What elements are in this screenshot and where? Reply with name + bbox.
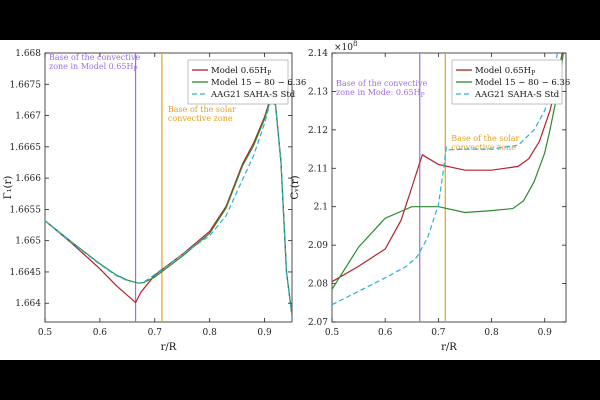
- x-tick-label: 0.8: [484, 328, 499, 338]
- y-tick-label: 1.664: [15, 299, 41, 309]
- y-axis-label: Γ₁(r): [3, 176, 14, 200]
- series-line-2: [45, 100, 292, 316]
- annotation-subscript: P: [133, 66, 137, 73]
- x-tick-label: 0.9: [538, 328, 553, 338]
- series-line-2: [332, 53, 564, 290]
- convective-base-annotation: Base of the convective: [49, 53, 140, 62]
- legend-label: Model 0.65HP: [211, 66, 271, 77]
- legend-label: AAG21 SAHA-S Std: [474, 90, 560, 100]
- x-tick-label: 0.9: [257, 328, 272, 338]
- series-line-1: [45, 98, 292, 316]
- y-tick-label: 2.11: [308, 164, 328, 174]
- y-tick-label: 1.6645: [10, 268, 42, 278]
- y-tick-label: 2.12: [308, 126, 328, 136]
- y-tick-label: 1.667: [15, 112, 41, 122]
- legend-label-subscript: P: [267, 70, 271, 77]
- solar-base-annotation: Base of the solar: [451, 134, 519, 143]
- convective-base-annotation: zone in Mode: 0.65HP: [336, 88, 425, 99]
- legend-label: AAG21 SAHA-S Std: [210, 90, 296, 100]
- y-tick-label: 1.6655: [10, 205, 42, 215]
- x-tick-label: 0.8: [203, 328, 218, 338]
- y-multiplier-base: ×10: [334, 43, 353, 53]
- solar-base-annotation: convective zone: [168, 114, 233, 123]
- annotation-subscript: P: [421, 92, 425, 99]
- x-tick-label: 0.7: [148, 328, 163, 338]
- x-axis-label: r/R: [441, 342, 457, 353]
- solar-base-annotation: Base of the solar: [168, 105, 236, 114]
- series-line-3: [45, 102, 292, 316]
- y-tick-label: 2.1: [314, 203, 328, 213]
- x-tick-label: 0.5: [38, 328, 53, 338]
- chart-2: 0.5 0.6 0.7 0.8 0.9 2.07 2.08 2.09 2.1 2.11 2.12 2.…: [290, 40, 570, 353]
- x-tick-label: 0.7: [431, 328, 446, 338]
- y-tick-label: 1.668: [15, 49, 41, 59]
- y-tick-label: 1.6665: [10, 143, 42, 153]
- convective-base-annotation: Base of the convective: [336, 79, 427, 88]
- legend-label: Model 15 − 80 − 6.36: [475, 78, 570, 88]
- figure: 0.5 0.6 0.7 0.8 0.9 1.664 1.6645 1.665 1.6655 1.6…: [0, 40, 600, 360]
- plot-frame: [331, 52, 567, 323]
- y-tick-label: 2.13: [308, 87, 328, 97]
- x-tick-label: 0.6: [93, 328, 108, 338]
- legend-label-subscript: P: [531, 70, 535, 77]
- y-tick-label: 2.08: [308, 280, 328, 290]
- y-tick-label: 2.09: [308, 241, 328, 251]
- x-tick-label: 0.5: [325, 328, 340, 338]
- figure-svg: 0.5 0.6 0.7 0.8 0.9 1.664 1.6645 1.665 1.6655 1.6…: [3, 40, 570, 353]
- y-multiplier: ×108: [334, 40, 357, 53]
- y-axis-label: Cᵥ(r): [290, 175, 301, 199]
- plot-frame: [44, 52, 293, 323]
- y-tick-label: 1.665: [15, 237, 41, 247]
- x-tick-label: 0.6: [378, 328, 393, 338]
- x-axis-label: r/R: [161, 342, 177, 353]
- y-tick-label: 1.6675: [10, 80, 42, 90]
- y-tick-label: 1.666: [15, 174, 41, 184]
- y-tick-label: 2.14: [308, 49, 328, 59]
- convective-base-annotation: zone in Model 0.65HP: [49, 62, 138, 73]
- legend-label: Model 0.65HP: [475, 66, 535, 77]
- solar-base-annotation: convective zone: [451, 143, 516, 152]
- legend-label: Model 15 − 80 − 6.36: [211, 78, 306, 88]
- y-tick-label: 2.07: [308, 318, 328, 328]
- y-multiplier-exp: 8: [353, 40, 357, 48]
- chart-1: 0.5 0.6 0.7 0.8 0.9 1.664 1.6645 1.665 1.6655 1.6…: [3, 49, 306, 353]
